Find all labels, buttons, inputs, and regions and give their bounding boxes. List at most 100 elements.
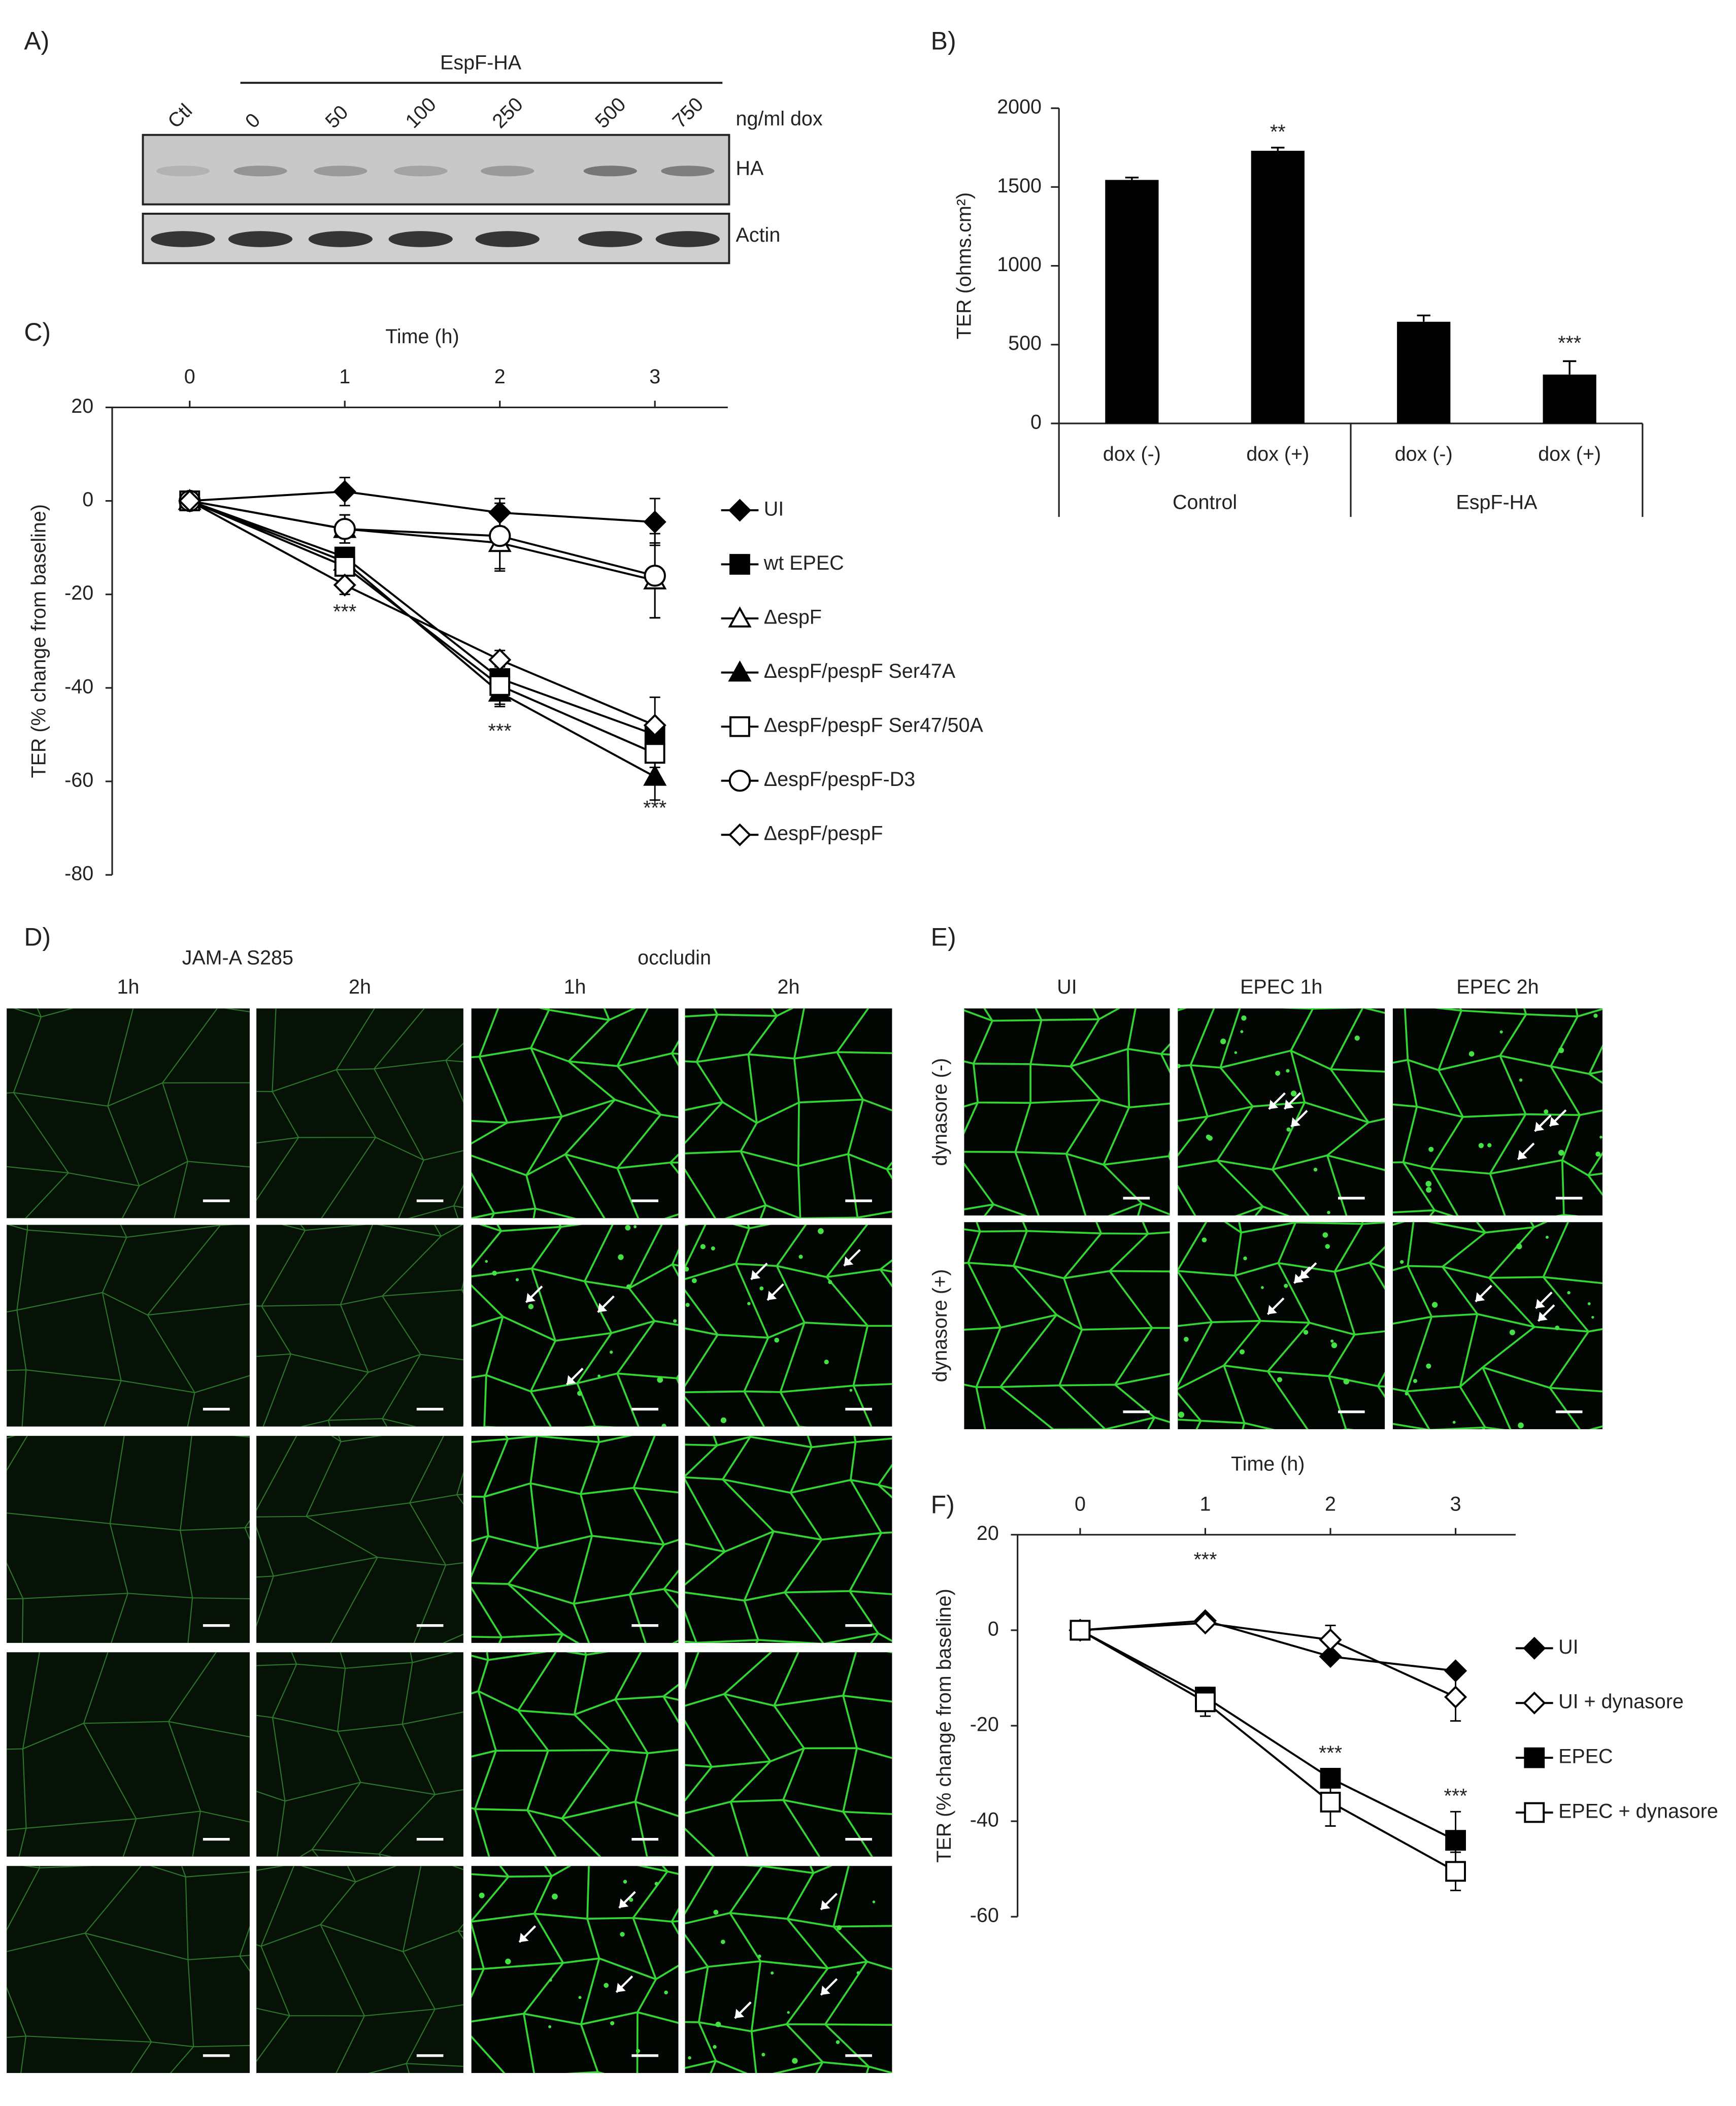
band (475, 231, 540, 247)
vesicle (700, 1244, 706, 1249)
marker (1445, 1830, 1466, 1851)
x-tick-label: 0 (1075, 1493, 1086, 1515)
vesicle (1322, 1232, 1328, 1238)
marker (1193, 1611, 1217, 1635)
vesicle (1201, 1237, 1207, 1242)
vesicle (720, 1417, 727, 1424)
vesicle (492, 1270, 497, 1276)
cell-network (685, 1225, 892, 1427)
vesicle (1261, 1286, 1264, 1289)
arrow-head (1294, 1273, 1304, 1284)
marker (1444, 1686, 1467, 1709)
arrow-head (1518, 1150, 1527, 1160)
junction (1392, 1008, 1603, 1216)
arrow-head (1534, 1122, 1545, 1132)
arrow-head (616, 1983, 626, 1992)
arrow-head (735, 2009, 745, 2019)
time-label: 2h (778, 976, 800, 998)
marker (1195, 1691, 1216, 1713)
micrograph (685, 1866, 892, 2073)
marker (643, 510, 666, 534)
vesicle (673, 1319, 677, 1323)
vesicle (1239, 1349, 1245, 1355)
marker (1444, 1659, 1467, 1683)
junction (256, 1225, 463, 1427)
cell-network (7, 1652, 250, 1857)
vesicle (1277, 1377, 1283, 1383)
junction (1178, 1008, 1385, 1216)
junction (685, 1008, 892, 1219)
vesicle (1558, 1047, 1564, 1054)
series-line (189, 490, 655, 523)
vesicle (548, 2025, 552, 2028)
junction (256, 1652, 463, 1857)
micrograph (7, 1866, 250, 2073)
vesicle (1405, 1392, 1409, 1396)
marker (1319, 1628, 1342, 1652)
marker (1524, 1802, 1545, 1823)
marker (644, 743, 665, 764)
series-line (189, 500, 655, 736)
marker (729, 554, 750, 575)
annotation: *** (643, 797, 666, 819)
junction (256, 1866, 463, 2073)
x-axis-title: Time (h) (1231, 1453, 1305, 1475)
annotation: *** (1444, 1785, 1467, 1807)
micrograph (685, 1008, 892, 1219)
legend-label: ΔespF/pespF-D3 (764, 768, 915, 791)
micrograph (1178, 1222, 1385, 1429)
annotation: ** (1270, 121, 1286, 143)
junction (471, 1866, 679, 2073)
vesicle (618, 1254, 624, 1260)
band (481, 166, 535, 177)
vesicle (715, 2021, 721, 2027)
micrograph (964, 1008, 1170, 1216)
micrograph (256, 1652, 463, 1857)
vesicle (661, 1424, 666, 1427)
vesicle (1284, 1284, 1288, 1288)
vesicle (798, 1255, 803, 1259)
vesicle (1499, 1030, 1503, 1034)
junction (7, 1866, 250, 2073)
vesicle (1591, 1315, 1594, 1319)
y-tick-label: 1000 (997, 253, 1042, 276)
legend-label: UI + dynasore (1558, 1691, 1684, 1713)
junction (471, 1225, 679, 1427)
micrograph (7, 1652, 250, 1857)
vesicle (1567, 1291, 1571, 1295)
y-tick-label: -40 (64, 675, 93, 698)
vesicle (824, 1359, 829, 1365)
marker (729, 716, 750, 737)
marker (1070, 1620, 1091, 1641)
panel-label: A) (24, 26, 49, 55)
vesicle (1452, 1421, 1456, 1424)
arrow-head (1267, 1305, 1277, 1314)
vesicle (787, 2011, 790, 2014)
stain-label: occludin (638, 946, 711, 969)
vesicle (657, 1376, 663, 1383)
legend-label: UI (764, 498, 784, 520)
vesicle (633, 1225, 637, 1229)
legend-label: EPEC + dynasore (1558, 1800, 1718, 1822)
marker (728, 499, 751, 522)
vesicle (610, 1351, 613, 1354)
y-tick-label: -20 (970, 1713, 999, 1735)
legend-label: ΔespF/pespF (764, 822, 883, 845)
vesicle (713, 2045, 717, 2049)
marker (728, 823, 751, 846)
arrow-head (526, 1293, 536, 1303)
vesicle (1241, 1015, 1247, 1021)
legend-label: UI (1558, 1636, 1578, 1658)
column-label: UI (1057, 976, 1077, 998)
column-label: EPEC 2h (1456, 976, 1539, 998)
vesicle (1593, 1013, 1598, 1018)
vesicle (1327, 1210, 1330, 1214)
cell-network (685, 1866, 892, 2073)
blot-label: HA (736, 157, 764, 180)
micrograph (685, 1436, 892, 1643)
x-tick-label: 3 (649, 366, 660, 388)
marker (1320, 1768, 1341, 1789)
x-tick-label: 2 (494, 366, 506, 388)
vesicle (1343, 1378, 1350, 1385)
